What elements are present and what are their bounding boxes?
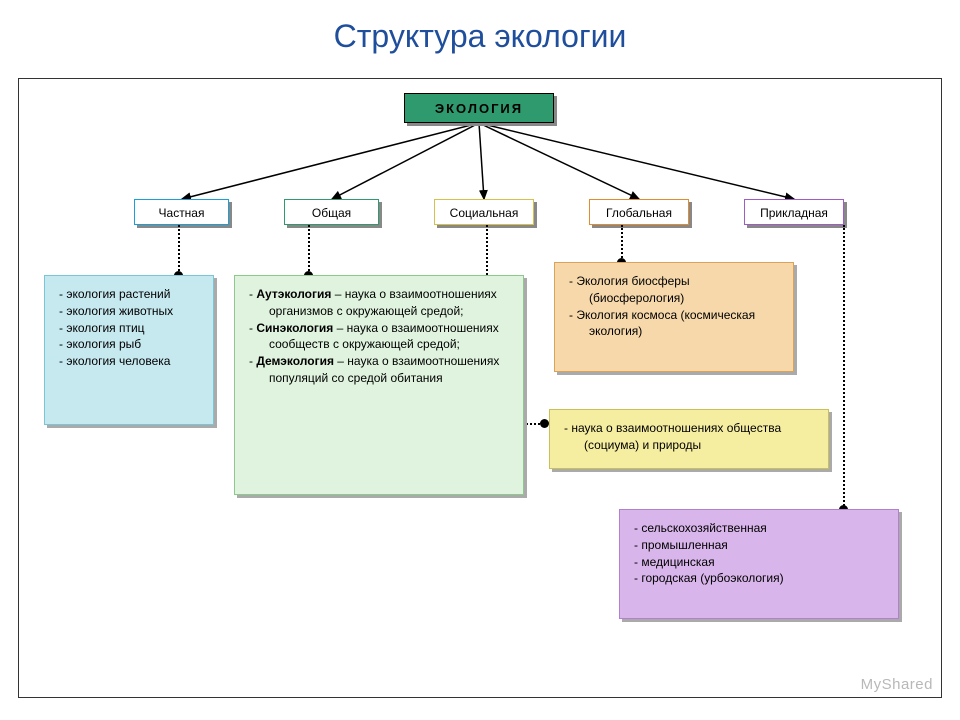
card-item: промышленная bbox=[648, 537, 888, 554]
card-item: Синэкология – наука о взаимоотношениях с… bbox=[263, 320, 513, 354]
card-item: экология человека bbox=[73, 353, 203, 370]
card-item: экология растений bbox=[73, 286, 203, 303]
branch-node-1: Общая bbox=[284, 199, 379, 225]
card-item: медицинская bbox=[648, 554, 888, 571]
card-obshaya: Аутэкология – наука о взаимоотношениях о… bbox=[234, 275, 524, 495]
branch-node-2: Социальная bbox=[434, 199, 534, 225]
card-item: Демэкология – наука о взаимоотношениях п… bbox=[263, 353, 513, 387]
card-item: экология животных bbox=[73, 303, 203, 320]
connector-v-1 bbox=[308, 225, 310, 275]
connector-v-4 bbox=[843, 225, 845, 509]
page-title: Структура экологии bbox=[0, 0, 960, 65]
branch-node-4: Прикладная bbox=[744, 199, 844, 225]
card-item: наука о взаимоотношениях общества (социу… bbox=[578, 420, 818, 454]
card-prikladnaya: сельскохозяйственнаяпромышленнаямедицинс… bbox=[619, 509, 899, 619]
card-item: Экология биосферы (биосферология) bbox=[583, 273, 783, 307]
card-item: Экология космоса (космическая экология) bbox=[583, 307, 783, 341]
card-chastnaya: экология растенийэкология животныхэколог… bbox=[44, 275, 214, 425]
card-item: сельскохозяйственная bbox=[648, 520, 888, 537]
card-socialnaya: наука о взаимоотношениях общества (социу… bbox=[549, 409, 829, 469]
card-item: Аутэкология – наука о взаимоотношениях о… bbox=[263, 286, 513, 320]
branch-node-3: Глобальная bbox=[589, 199, 689, 225]
diagram-frame: ЭКОЛОГИЯ Частная Общая Социальная Глобальна… bbox=[18, 78, 942, 698]
card-item: городская (урбоэкология) bbox=[648, 570, 888, 587]
connector-v-2 bbox=[621, 225, 623, 262]
card-globalnaya: Экология биосферы (биосферология)Экологи… bbox=[554, 262, 794, 372]
branch-node-0: Частная bbox=[134, 199, 229, 225]
watermark: MyShared bbox=[861, 676, 933, 693]
card-item: экология рыб bbox=[73, 336, 203, 353]
connector-v-0 bbox=[178, 225, 180, 275]
card-item: экология птиц bbox=[73, 320, 203, 337]
root-node: ЭКОЛОГИЯ bbox=[404, 93, 554, 123]
connector-dot-3 bbox=[540, 419, 549, 428]
